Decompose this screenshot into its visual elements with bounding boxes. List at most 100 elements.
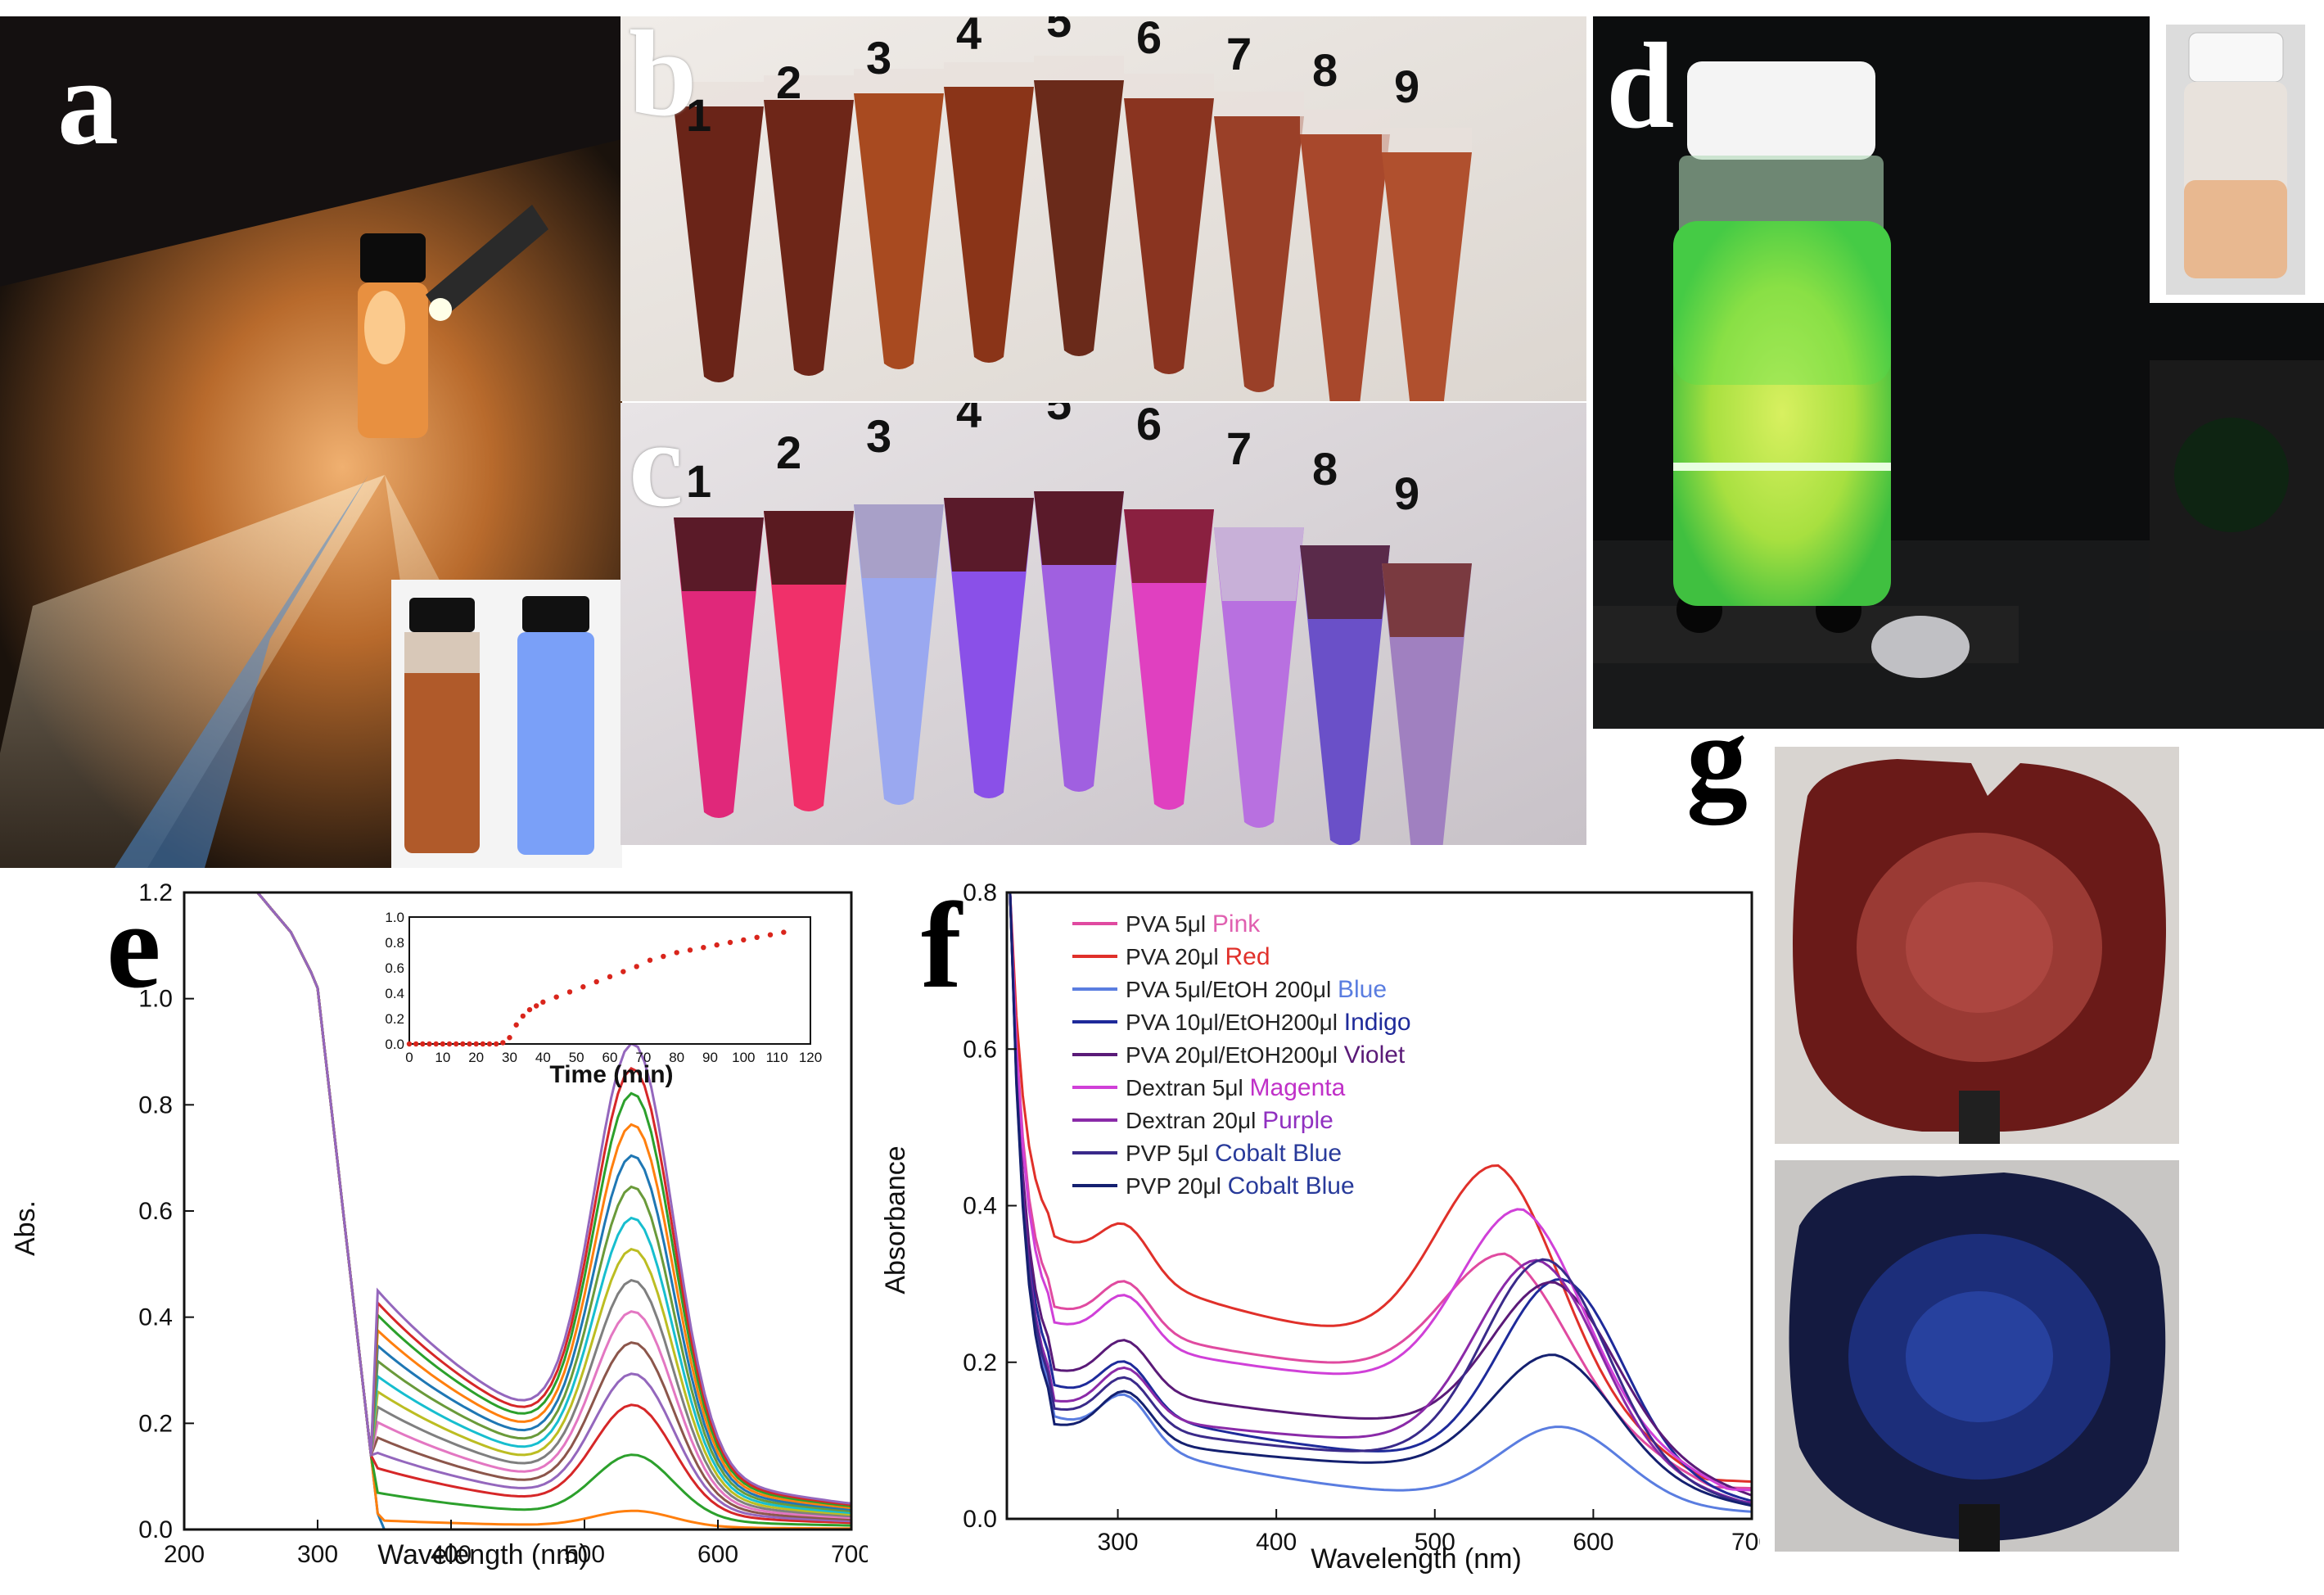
tube-number: 8 xyxy=(1312,44,1338,96)
inset-ytick: 0.8 xyxy=(385,935,404,951)
e-xtick: 700 xyxy=(831,1541,868,1568)
legend-label: Dextran 20μl Purple xyxy=(1126,1107,1333,1134)
inset-vial-orange xyxy=(2184,180,2287,278)
e-ytick: 0.0 xyxy=(138,1516,173,1543)
panel-label-d: d xyxy=(1606,18,1675,154)
f-series-line xyxy=(1009,892,1753,1490)
inset-point xyxy=(767,932,774,938)
f-series-line xyxy=(1009,892,1753,1507)
panel-label-f: f xyxy=(921,878,962,1014)
vial-green-fluorescent xyxy=(1673,221,1891,606)
inset-point xyxy=(460,1041,466,1047)
tube-number: 3 xyxy=(866,410,891,462)
inset-xtick: 10 xyxy=(435,1050,450,1065)
tube-top xyxy=(1300,545,1390,619)
f-series-line xyxy=(1009,892,1753,1502)
panel-d-image xyxy=(1593,16,2324,729)
inset-point xyxy=(634,964,639,969)
inset-xtick: 50 xyxy=(569,1050,584,1065)
tube xyxy=(854,504,944,805)
panel-label-b: b xyxy=(629,16,697,142)
inset-point xyxy=(406,1041,413,1047)
inset-point xyxy=(420,1041,426,1047)
inset-xtick: 20 xyxy=(468,1050,484,1065)
inset-point xyxy=(507,1035,512,1041)
tube-cap xyxy=(1382,128,1472,152)
legend-label: PVA 10μl/EtOH200μl Indigo xyxy=(1126,1009,1411,1036)
f-xlabel: Wavelength (nm) xyxy=(1311,1543,1522,1575)
tube-number: 2 xyxy=(776,427,801,478)
f-ylabel: Absorbance xyxy=(880,1145,911,1294)
tube xyxy=(1214,116,1304,392)
f-series-line xyxy=(1009,892,1753,1513)
tube xyxy=(944,87,1034,363)
tube xyxy=(1300,134,1390,401)
f-series-line xyxy=(1009,892,1753,1483)
tube-cap xyxy=(1214,92,1304,116)
inset-ytick: 0.4 xyxy=(385,986,404,1001)
tube-cap xyxy=(764,75,854,100)
inset-ytick: 0.2 xyxy=(385,1011,404,1027)
f-axes: 300 400 500 600 700 0.0 0.2 0.4 0.6 0.8 xyxy=(963,879,1760,1556)
inset-point xyxy=(687,947,693,953)
inset-point xyxy=(473,1041,479,1047)
legend-label: Dextran 5μl Magenta xyxy=(1126,1074,1346,1101)
chart-f: 300 400 500 600 700 0.0 0.2 0.4 0.6 0.8 Wavelengt… xyxy=(880,879,1760,1575)
e-ytick: 0.8 xyxy=(138,1091,173,1118)
f-xtick: 700 xyxy=(1731,1529,1760,1556)
panel-label-e: e xyxy=(106,878,161,1014)
tube xyxy=(1034,80,1124,356)
e-xtick: 300 xyxy=(297,1541,338,1568)
panel-b-image: 1 2 3 4 5 6 7 8 9 xyxy=(620,16,1586,401)
panel-g-photo-red xyxy=(1775,747,2179,1144)
inset-point xyxy=(607,974,613,980)
g-red-disc-image xyxy=(1775,747,2179,1144)
panel-a-image xyxy=(0,16,622,868)
legend-label: PVP 5μl Cobalt Blue xyxy=(1126,1140,1342,1167)
inset-vial-brown-cap xyxy=(409,598,475,632)
inset-point xyxy=(701,945,706,951)
tube-number: 1 xyxy=(686,89,711,141)
inset-xtick: 30 xyxy=(502,1050,517,1065)
tube-cap xyxy=(854,69,944,93)
inset-xtick: 70 xyxy=(635,1050,651,1065)
f-ytick: 0.6 xyxy=(963,1036,997,1063)
tube xyxy=(1034,491,1124,792)
inset-point xyxy=(661,953,666,960)
tube-number: 7 xyxy=(1226,422,1252,474)
inset-ytick: 1.0 xyxy=(385,910,404,925)
inset-point xyxy=(500,1040,506,1046)
inset-frame xyxy=(408,916,811,1045)
tube-number: 2 xyxy=(776,56,801,108)
inset-point xyxy=(493,1041,499,1047)
panel-label-c: c xyxy=(629,403,684,532)
tube-number: 6 xyxy=(1136,16,1162,63)
inset-point xyxy=(566,989,573,995)
legend-label: PVA 5μl/EtOH 200μl Blue xyxy=(1126,976,1387,1003)
e-ytick: 1.0 xyxy=(138,986,173,1013)
panel-a-photo: a xyxy=(0,16,622,868)
e-spectrum-line xyxy=(256,892,852,1505)
inset-ytick: 0.0 xyxy=(385,1037,404,1052)
inset-point xyxy=(446,1041,453,1047)
panel-f-chart: 300 400 500 600 700 0.0 0.2 0.4 0.6 0.8 Wavelengt… xyxy=(876,868,1760,1595)
tube-top xyxy=(1382,563,1472,637)
panel-c-image: 1 2 3 4 5 6 7 8 9 xyxy=(620,403,1586,845)
f-series-line xyxy=(1009,892,1753,1507)
f-ytick: 0.8 xyxy=(963,879,997,906)
inset-vial-brown xyxy=(404,632,480,853)
tube-top xyxy=(1214,527,1304,601)
inset-vial-blue-cap xyxy=(522,596,589,632)
legend-label: PVP 20μl Cobalt Blue xyxy=(1126,1173,1355,1200)
inset-point xyxy=(593,978,599,985)
tube xyxy=(1214,527,1304,828)
tube xyxy=(1124,98,1214,374)
tube-number: 4 xyxy=(956,403,981,437)
f-legend: PVA 5μl Pink PVA 20μl Red PVA 5μl/EtOH 200… xyxy=(1072,910,1411,1200)
tube-top xyxy=(944,498,1034,572)
inset-vial-blue xyxy=(517,632,594,855)
tube-top xyxy=(1124,509,1214,583)
panel-b-photo: 1 2 3 4 5 6 7 8 9 b xyxy=(620,16,1586,401)
tube-cap xyxy=(1034,56,1124,80)
